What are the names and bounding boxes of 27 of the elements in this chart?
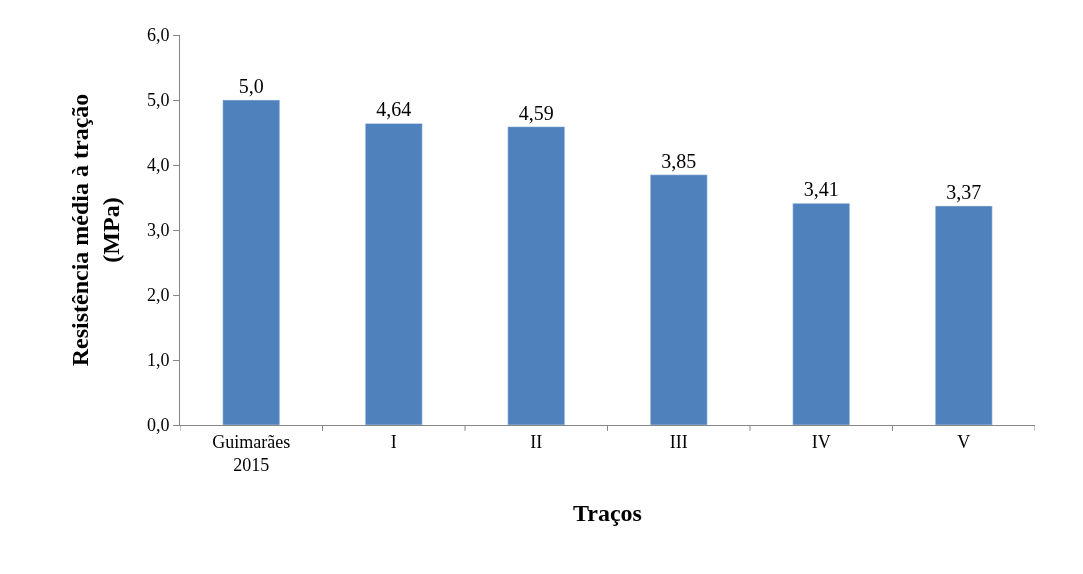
x-tick-label: V [957,431,971,452]
x-tick-label: I [390,431,397,452]
y-tick-label: 6,0 [146,25,170,46]
y-axis-title: Resistência média à tração (MPa) [66,93,124,367]
y-tick-label: 2,0 [146,285,170,306]
y-tick-label: 5,0 [146,90,170,111]
data-label: 4,59 [518,101,554,124]
data-label: 5,0 [238,75,264,97]
data-label: 3,41 [803,178,839,201]
y-tick-label: 0,0 [146,415,170,436]
data-label: 3,37 [946,180,982,203]
x-tick-label: Guimarães 2015 [212,431,291,475]
y-tick-label: 3,0 [146,220,170,241]
bar [507,126,565,425]
y-tick-label: 1,0 [146,350,170,371]
x-axis-title: Traços [573,500,642,527]
x-tick-label: III [669,431,688,452]
data-label: 3,85 [661,149,697,172]
x-tick-label: II [530,431,543,452]
bar [650,174,708,425]
data-label: 4,64 [376,98,412,121]
bar [222,99,280,425]
bar [365,123,423,425]
bar [935,205,993,425]
y-tick-label: 4,0 [146,155,170,176]
bar [792,203,850,425]
x-tick-label: IV [811,431,831,452]
